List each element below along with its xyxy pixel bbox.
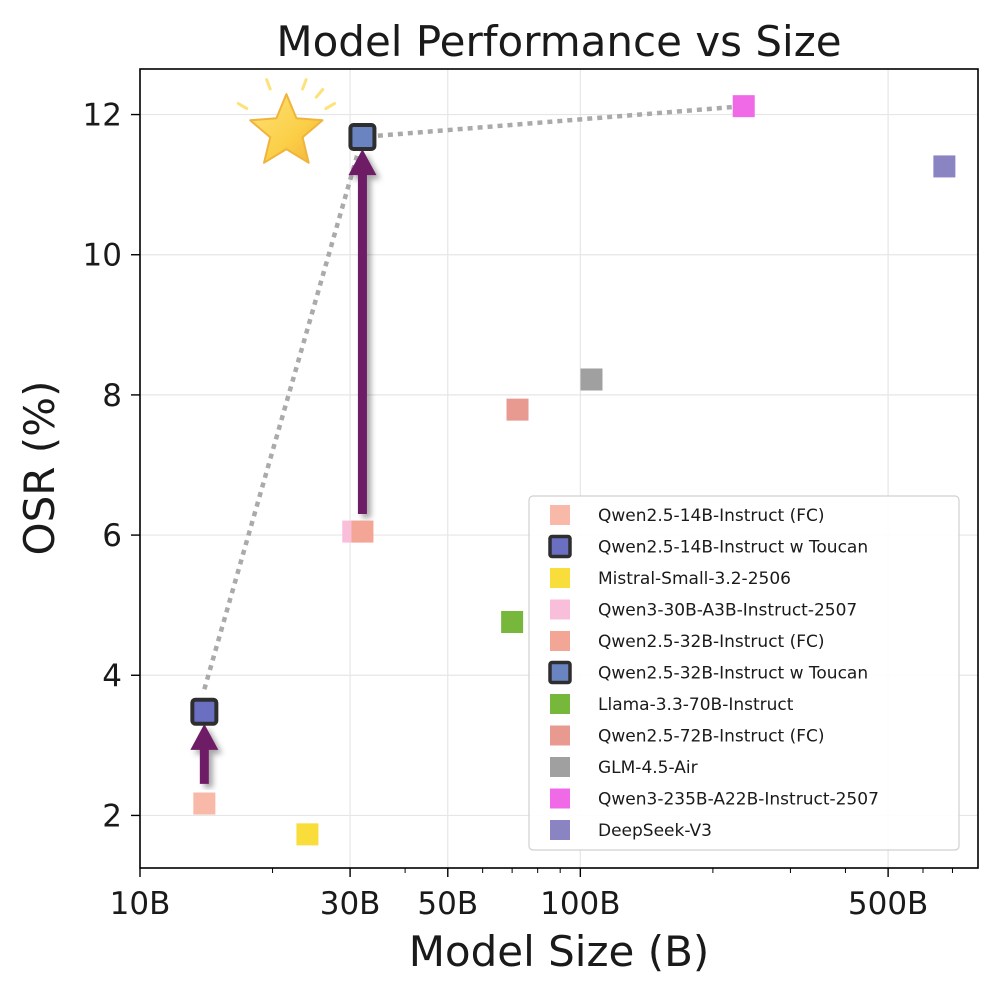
legend-label: Qwen3-235B-A22B-Instruct-2507: [598, 790, 879, 810]
legend-marker: [550, 599, 570, 620]
legend-label: Qwen2.5-72B-Instruct (FC): [598, 727, 825, 747]
x-axis-ticks: 10B 30B 50B 100B 500B: [110, 868, 953, 922]
legend-label: Llama-3.3-70B-Instruct: [598, 695, 794, 715]
data-point: [351, 520, 374, 543]
x-tick-label: 500B: [848, 886, 928, 922]
y-tick-label: 8: [102, 378, 122, 414]
sparkle-ray: [301, 78, 308, 91]
legend: Qwen2.5-14B-Instruct (FC) Qwen2.5-14B-Ins…: [528, 495, 960, 851]
legend-label: Qwen2.5-14B-Instruct w Toucan: [598, 538, 868, 558]
legend-marker: [550, 725, 570, 746]
x-tick-label: 100B: [540, 886, 620, 922]
data-point-toucan: [348, 122, 377, 151]
y-axis-ticks: 2 4 6 8 10 12: [83, 98, 140, 834]
chart-title: Model Performance vs Size: [276, 17, 841, 66]
legend-label: Qwen2.5-14B-Instruct (FC): [598, 506, 825, 526]
legend-label: GLM-4.5-Air: [598, 758, 698, 778]
plot-frame: [139, 68, 979, 869]
legend-box: [528, 495, 960, 851]
legend-marker: [550, 694, 570, 714]
data-point: [506, 398, 529, 421]
data-point: [580, 368, 603, 391]
legend-marker: [550, 757, 570, 777]
x-tick-label: 50B: [417, 886, 478, 922]
y-tick-label: 6: [102, 518, 122, 554]
legend-marker: [550, 820, 570, 840]
sparkle-ray: [236, 101, 249, 111]
x-axis-label: Model Size (B): [409, 927, 710, 976]
legend-label: Qwen2.5-32B-Instruct w Toucan: [598, 664, 868, 684]
data-point: [501, 610, 524, 633]
legend-label: Qwen2.5-32B-Instruct (FC): [598, 632, 825, 652]
arrow-head: [190, 723, 219, 750]
arrow: [348, 149, 377, 515]
legend-label: Qwen3-30B-A3B-Instruct-2507: [598, 601, 857, 621]
y-tick-label: 10: [83, 238, 122, 274]
star-icon: [236, 78, 337, 164]
y-tick-label: 12: [83, 98, 122, 134]
legend-marker: [550, 788, 570, 809]
sparkle-ray: [314, 87, 325, 99]
x-tick-label: 30B: [320, 886, 381, 922]
legend-marker-toucan: [548, 534, 572, 559]
y-tick-label: 4: [102, 658, 122, 694]
data-point: [296, 823, 319, 846]
legend-label: DeepSeek-V3: [598, 821, 712, 841]
data-point-toucan: [190, 697, 219, 726]
data-point: [933, 155, 956, 178]
improvement-arrows: [190, 149, 377, 784]
legend-marker: [550, 631, 570, 651]
data-point: [732, 95, 755, 118]
sparkle-ray: [265, 78, 272, 91]
data-points: [190, 95, 956, 846]
y-axis-label: OSR (%): [15, 381, 64, 556]
star-shape: [249, 93, 324, 164]
y-tick-label: 2: [102, 798, 122, 834]
arrow-head: [348, 149, 377, 176]
legend-marker-toucan: [548, 660, 572, 685]
sparkle-ray: [324, 101, 337, 111]
data-point: [193, 792, 216, 815]
arrow: [190, 723, 219, 784]
legend-marker: [550, 568, 570, 588]
legend-label: Mistral-Small-3.2-2506: [598, 569, 791, 589]
legend-marker: [550, 505, 570, 525]
x-tick-label: 10B: [110, 886, 171, 922]
